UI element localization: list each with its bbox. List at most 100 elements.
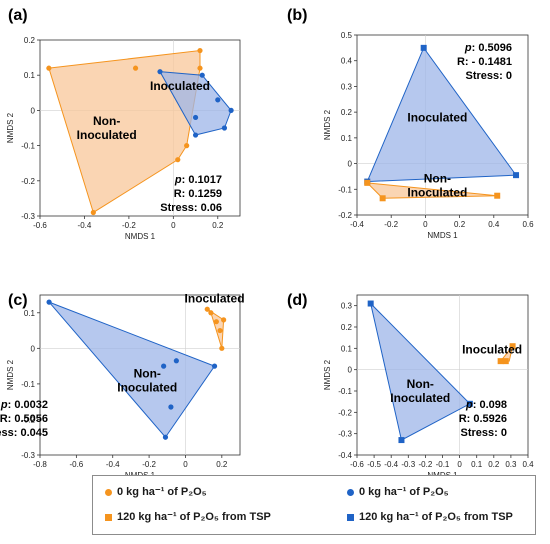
x-tick-label: -0.1 [436, 460, 450, 469]
blue-point [173, 358, 179, 364]
blue-hull [159, 71, 232, 136]
blue-point [46, 299, 52, 305]
panel-b: (b)-0.4 -0.2 0 0.2 0.4 0.6-0.2-0.100.10.20.30… [287, 7, 534, 240]
x-tick-label: -0.4 [384, 460, 398, 469]
plot-frame [39, 294, 241, 456]
orange-point [197, 47, 203, 54]
y-tick-label: -0.1 [338, 387, 352, 396]
orange-point [197, 65, 203, 71]
panel-label: (c) [8, 292, 28, 309]
group-label: Inoculated [407, 110, 467, 124]
legend-marker-orange-square [105, 514, 112, 521]
legend-marker-blue-dot [347, 489, 354, 496]
blue-point [168, 404, 174, 410]
blue-point [192, 132, 199, 138]
blue-point [221, 125, 228, 131]
panel-a: (a) -0.6 -0.4 -0.2 0 0.2 -0.3 -0.2 -0.1 0 0.1 0.2 NM… [6, 7, 241, 241]
y-tick-label: -0.2 [338, 408, 352, 417]
panel-label: (b) [287, 7, 307, 24]
y-tick-label: -0.1 [338, 185, 352, 194]
blue-square-point [367, 300, 374, 307]
legend-label-blue-0: 0 kg ha⁻¹ of P₂O₅ [359, 486, 449, 498]
x-tick-label: -0.2 [419, 460, 433, 469]
orange-square-point [364, 179, 371, 186]
y-tick-label: 0 [348, 160, 353, 169]
panel-label: (d) [287, 292, 307, 309]
legend-marker-orange-dot [105, 489, 112, 496]
orange-point [221, 317, 227, 323]
y-tick-label: 0.1 [24, 71, 36, 80]
plot-area [46, 299, 227, 440]
orange-point [213, 319, 219, 325]
panel-d: (d)-0.6 -0.5 -0.4 -0.3 -0.2 -0.1 0 0.1 0.2 0.3 0.4… [287, 292, 534, 480]
y-axis-label: NMDS 2 [323, 109, 332, 140]
y-tick-label: 0.4 [341, 57, 353, 66]
blue-square-point [420, 44, 427, 51]
orange-point [132, 65, 139, 71]
x-axis-label: NMDS 1 [125, 232, 156, 241]
stat-line: p: 0.098 [465, 399, 507, 411]
y-tick-label: 0.1 [341, 344, 353, 353]
y-tick-label: -0.2 [21, 415, 35, 424]
orange-square-point [497, 358, 504, 365]
group-label: Inoculated [462, 342, 522, 356]
blue-point [228, 107, 234, 113]
y-tick-label: -0.1 [21, 142, 35, 151]
x-tick-label: -0.3 [401, 460, 415, 469]
y-tick-label: 0.2 [24, 36, 36, 45]
panel-c: (c) -0.8 -0.6 -0.4 -0.2 0 0.2 -0.3 -0.2 -0.1 0 0.1 N… [0, 292, 245, 480]
blue-point [215, 97, 221, 103]
plot-area [367, 300, 516, 444]
legend-label-orange-0: 0 kg ha⁻¹ of P₂O₅ [117, 486, 207, 498]
legend-label-blue-120: 120 kg ha⁻¹ of P₂O₅ from TSP [359, 511, 513, 523]
orange-point [184, 143, 190, 149]
stat-line: R: - 0.1481 [457, 56, 512, 68]
y-tick-label: 0.3 [341, 82, 353, 91]
stat-line: R: 0.5056 [0, 413, 48, 425]
x-tick-label: 0.6 [522, 220, 534, 229]
legend-label-orange-120: 120 kg ha⁻¹ of P₂O₅ from TSP [117, 511, 271, 523]
group-label: Non- [407, 377, 434, 391]
y-tick-label: 0.1 [341, 134, 353, 143]
stat-line: Stress: 0 [466, 70, 512, 82]
orange-square-point [509, 343, 516, 350]
x-tick-label: 0.2 [454, 220, 466, 229]
x-tick-label: 0 [171, 221, 176, 230]
y-tick-label: 0.3 [341, 302, 353, 311]
y-tick-label: 0.1 [24, 309, 36, 318]
y-tick-label: -0.3 [21, 451, 35, 460]
panel-label: (a) [8, 7, 28, 24]
y-tick-label: -0.3 [21, 212, 35, 221]
stat-line: Stress: 0 [461, 427, 507, 439]
blue-hull [366, 46, 517, 183]
blue-point [161, 363, 167, 369]
x-tick-label: -0.6 [350, 460, 364, 469]
x-tick-label: 0.2 [488, 460, 500, 469]
x-tick-label: -0.2 [142, 460, 156, 469]
x-tick-label: 0 [457, 460, 462, 469]
orange-point [217, 327, 223, 334]
x-tick-label: 0 [183, 460, 188, 469]
orange-point [208, 310, 214, 316]
x-tick-label: -0.6 [33, 221, 47, 230]
y-tick-label: -0.2 [21, 177, 35, 186]
blue-point [157, 69, 163, 75]
stat-line: p: 0.5096 [464, 42, 512, 54]
y-tick-label: 0.5 [341, 31, 353, 40]
stat-line: p: 0.1017 [174, 174, 222, 186]
orange-square-point [494, 192, 501, 199]
y-tick-label: 0 [31, 344, 36, 353]
x-tick-label: -0.2 [384, 220, 398, 229]
x-tick-label: -0.4 [106, 460, 120, 469]
x-tick-label: 0.3 [505, 460, 517, 469]
stat-line: R: 0.5926 [459, 413, 507, 425]
stat-line: p: 0.0032 [0, 399, 48, 411]
y-tick-label: 0 [31, 106, 36, 115]
y-tick-label: -0.2 [338, 211, 352, 220]
legend-marker-blue-square [347, 514, 354, 521]
y-tick-label: -0.3 [338, 430, 352, 439]
orange-point [90, 209, 96, 216]
orange-square-point [502, 358, 509, 365]
x-tick-label: 0 [423, 220, 428, 229]
x-tick-label: 0.2 [212, 221, 224, 230]
